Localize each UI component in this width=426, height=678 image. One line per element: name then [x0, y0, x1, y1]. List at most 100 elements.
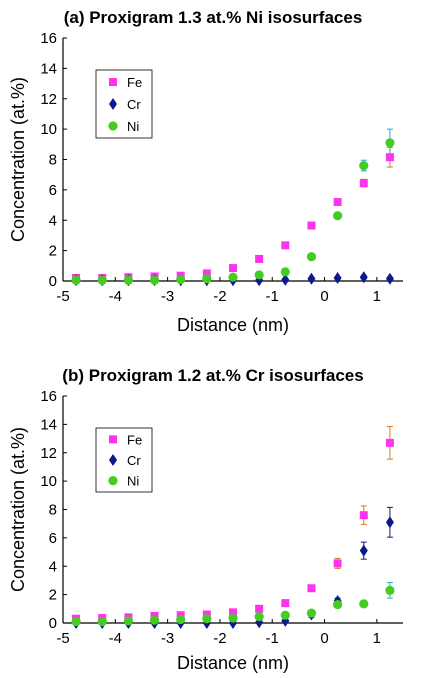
- x-axis-label: Distance (nm): [177, 653, 289, 673]
- series-ni: [71, 138, 395, 285]
- chart-title: (a) Proxigram 1.3 at.% Ni isosurfaces: [64, 8, 363, 27]
- y-tick-label: 16: [40, 388, 57, 405]
- ni-point: [71, 616, 81, 627]
- legend-marker-ni: [108, 476, 118, 486]
- legend-label-ni: Ni: [127, 474, 139, 489]
- cr-point: [385, 272, 394, 285]
- x-tick-label: -3: [161, 630, 174, 647]
- y-tick-label: 6: [49, 530, 57, 547]
- fe-point: [255, 604, 264, 613]
- ni-point: [149, 275, 160, 285]
- ni-point: [306, 608, 317, 618]
- y-tick-label: 4: [49, 558, 57, 575]
- ni-point: [359, 599, 369, 609]
- legend-label-fe: Fe: [127, 432, 142, 447]
- fe-point: [281, 599, 290, 608]
- ni-point: [280, 267, 290, 277]
- legend-label-cr: Cr: [127, 453, 141, 468]
- x-tick-label: -4: [109, 630, 122, 647]
- ni-point: [306, 252, 317, 262]
- ni-point: [333, 211, 343, 221]
- x-tick-label: -1: [266, 288, 279, 305]
- legend-marker-fe: [109, 435, 117, 444]
- chart-panel-a: (a) Proxigram 1.3 at.% Ni isosurfaces 0 2 4…: [8, 8, 403, 335]
- ni-point: [202, 274, 212, 284]
- y-tick-label: 12: [40, 445, 57, 462]
- ni-point: [333, 599, 343, 610]
- legend: Fe Cr Ni: [95, 427, 153, 493]
- cr-point: [307, 272, 316, 285]
- legend-box: [95, 427, 153, 493]
- legend-box: [95, 69, 153, 139]
- ni-point: [97, 616, 107, 627]
- y-tick-label: 0: [49, 615, 57, 632]
- fe-point: [307, 221, 316, 230]
- cr-point: [281, 273, 290, 286]
- ni-point: [359, 160, 369, 171]
- x-axis-label: Distance (nm): [177, 315, 289, 335]
- legend-label-ni: Ni: [127, 119, 139, 134]
- y-tick-label: 10: [40, 121, 57, 138]
- fe-point: [333, 198, 342, 207]
- ni-point: [71, 275, 81, 285]
- ni-point: [97, 275, 107, 285]
- y-tick-label: 16: [40, 30, 57, 47]
- x-tick-label: -3: [161, 288, 174, 305]
- x-tick-label: -5: [56, 288, 69, 305]
- x-tick-label: -4: [109, 288, 122, 305]
- y-tick-label: 6: [49, 182, 57, 199]
- ni-point: [228, 272, 238, 282]
- legend-marker-fe: [109, 78, 117, 87]
- ni-point: [385, 585, 395, 595]
- chart-panel-b: (b) Proxigram 1.2 at.% Cr isosurfaces 0 2 4…: [8, 366, 403, 673]
- chart-title: (b) Proxigram 1.2 at.% Cr isosurfaces: [62, 366, 363, 385]
- fe-point: [281, 241, 290, 250]
- x-tick-label: -5: [56, 630, 69, 647]
- x-tick-label: -2: [213, 288, 226, 305]
- legend-marker-cr: [109, 98, 117, 110]
- ni-point: [254, 270, 264, 280]
- x-tick-label: -1: [266, 630, 279, 647]
- ni-point: [149, 615, 160, 625]
- y-tick-label: 2: [49, 243, 57, 260]
- fe-point: [359, 511, 368, 520]
- fe-point: [359, 179, 368, 188]
- fe-point: [202, 269, 211, 278]
- series-fe: [72, 153, 394, 282]
- ni-point: [228, 613, 238, 623]
- ni-point: [254, 612, 264, 622]
- legend-label-fe: Fe: [127, 75, 142, 90]
- fe-point: [229, 264, 237, 273]
- cr-point: [359, 271, 368, 284]
- series-ni: [71, 585, 395, 627]
- ni-point: [280, 610, 290, 620]
- fe-point: [307, 584, 316, 593]
- fe-point: [385, 153, 394, 162]
- y-axis-label: Concentration (at.%): [8, 427, 28, 592]
- x-tick-label: -2: [213, 630, 226, 647]
- legend-marker-ni: [108, 121, 118, 131]
- y-axis-label: Concentration (at.%): [8, 77, 28, 242]
- y-tick-label: 8: [49, 502, 57, 519]
- y-tick-label: 12: [40, 91, 57, 108]
- cr-point: [333, 271, 342, 284]
- ni-point: [123, 616, 133, 626]
- fe-point: [255, 254, 264, 263]
- ni-point: [176, 274, 186, 285]
- x-tick-label: 1: [373, 288, 381, 305]
- y-tick-label: 2: [49, 587, 57, 604]
- x-tick-label: 1: [373, 630, 381, 647]
- fe-point: [385, 438, 394, 447]
- fe-point: [333, 559, 342, 568]
- y-tick-label: 14: [40, 416, 57, 433]
- y-tick-label: 8: [49, 152, 57, 169]
- ni-point: [176, 614, 186, 625]
- y-tick-label: 10: [40, 473, 57, 490]
- y-tick-label: 0: [49, 273, 57, 290]
- legend: Fe Cr Ni: [95, 69, 153, 139]
- y-tick-label: 4: [49, 212, 57, 229]
- cr-point: [359, 544, 368, 557]
- y-tick-label: 14: [40, 60, 57, 77]
- ni-point: [385, 138, 395, 148]
